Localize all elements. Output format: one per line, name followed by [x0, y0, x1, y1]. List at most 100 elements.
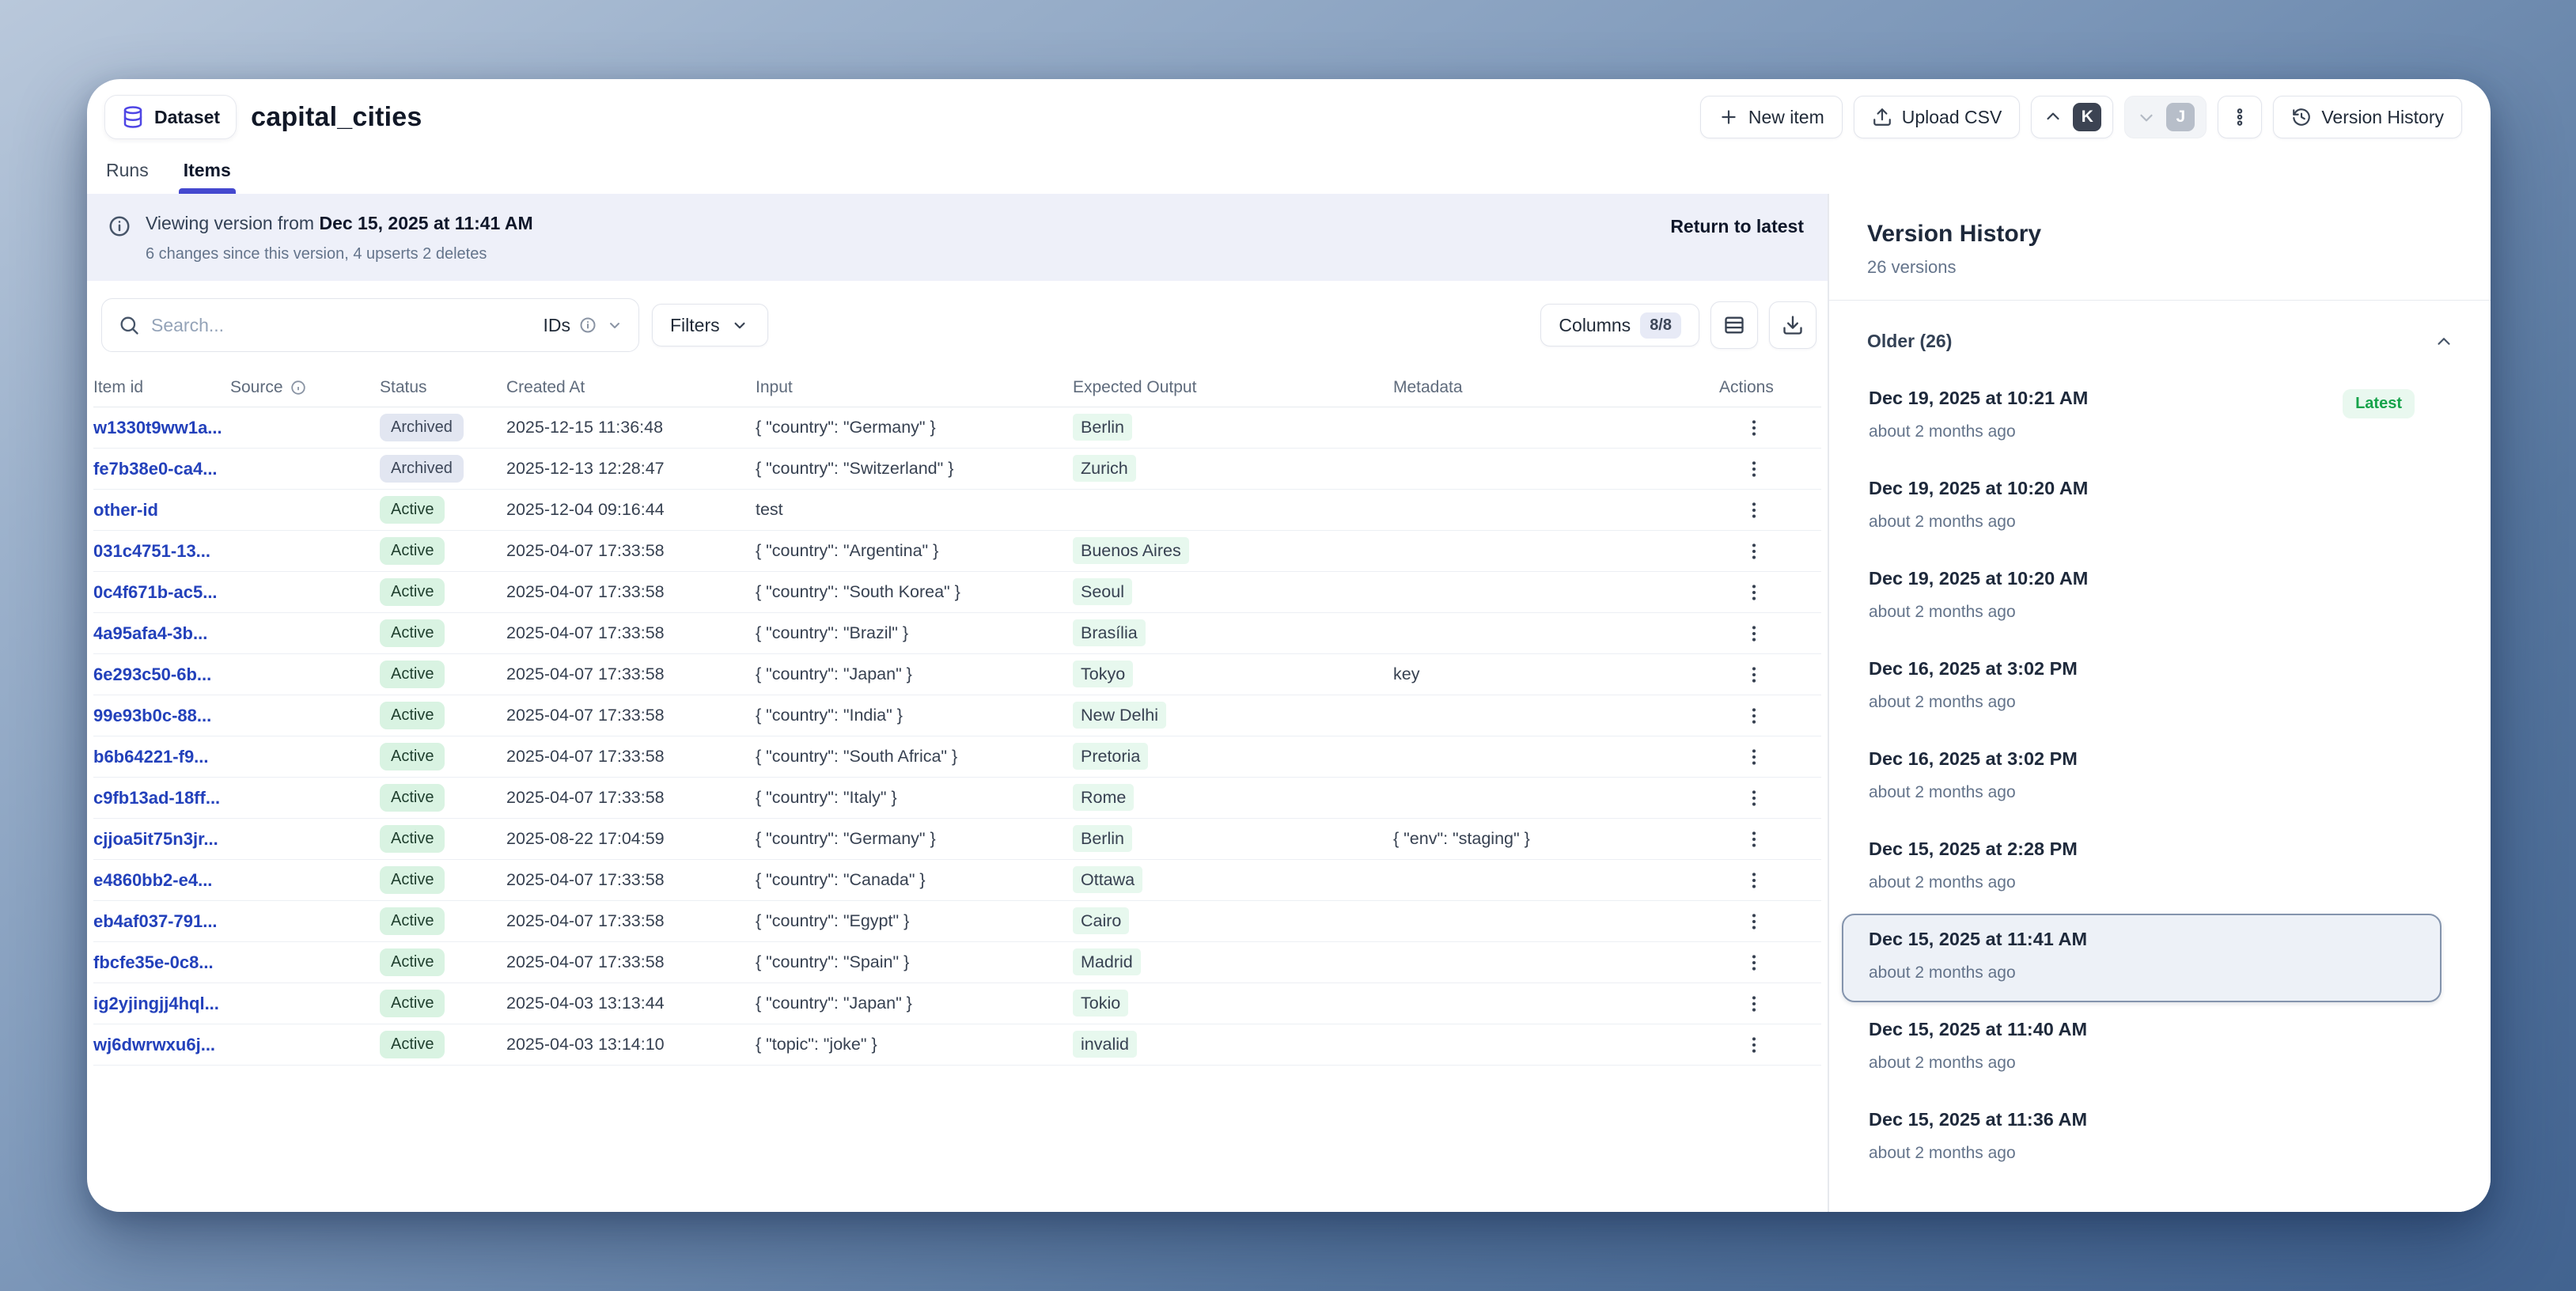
new-item-button[interactable]: New item — [1699, 96, 1843, 138]
expected-output-value: Madrid — [1073, 948, 1141, 975]
older-section-header[interactable]: Older (26) — [1829, 301, 2491, 373]
version-age: about 2 months ago — [1869, 513, 2016, 531]
new-item-label: New item — [1748, 106, 1824, 127]
table-row[interactable]: w1330t9ww1a... Archived 2025-12-15 11:36:4… — [93, 407, 1821, 449]
table-row[interactable]: 031c4751-13... Active 2025-04-07 17:33:58 {… — [93, 531, 1821, 572]
item-id-link[interactable]: other-id — [93, 499, 158, 520]
table-row[interactable]: wj6dwrwxu6j... Active 2025-04-03 13:14:10 {… — [93, 1024, 1821, 1066]
row-actions-button[interactable] — [1737, 822, 1771, 857]
search-mode-dropdown[interactable]: IDs — [544, 315, 625, 336]
version-item[interactable]: Dec 19, 2025 at 10:21 AM about 2 months a… — [1842, 373, 2442, 461]
item-id-link[interactable]: cjjoa5it75n3jr... — [93, 828, 218, 849]
version-date: Dec 15, 2025 at 11:40 AM — [1869, 1019, 2088, 1039]
table-row[interactable]: fe7b38e0-ca4... Archived 2025-12-13 12:28:… — [93, 449, 1821, 490]
tab-items[interactable]: Items — [178, 160, 236, 194]
cell-input: { "country": "Switzerland" } — [756, 459, 954, 478]
item-id-link[interactable]: 6e293c50-6b... — [93, 664, 212, 684]
item-id-link[interactable]: wj6dwrwxu6j... — [93, 1034, 216, 1054]
more-options-button[interactable] — [2218, 96, 2263, 138]
table-row[interactable]: other-id Active 2025-12-04 09:16:44 test — [93, 490, 1821, 531]
columns-button[interactable]: Columns 8/8 — [1540, 304, 1699, 346]
version-age: about 2 months ago — [1869, 964, 2016, 982]
table-row[interactable]: e4860bb2-e4... Active 2025-04-07 17:33:58 {… — [93, 860, 1821, 901]
item-id-link[interactable]: 4a95afa4-3b... — [93, 623, 208, 643]
table-row[interactable]: ig2yjingjj4hql... Active 2025-04-03 13:13:… — [93, 983, 1821, 1024]
row-actions-button[interactable] — [1737, 863, 1771, 898]
version-item[interactable]: Dec 19, 2025 at 10:20 AM about 2 months a… — [1842, 463, 2442, 551]
table-row[interactable]: 6e293c50-6b... Active 2025-04-07 17:33:58 {… — [93, 654, 1821, 695]
cell-created-at: 2025-04-07 17:33:58 — [506, 623, 665, 642]
row-height-button[interactable] — [1710, 301, 1758, 349]
row-actions-button[interactable] — [1737, 1028, 1771, 1062]
table-row[interactable]: fbcfe35e-0c8... Active 2025-04-07 17:33:58… — [93, 942, 1821, 983]
cell-expected-output: Cairo — [1073, 907, 1393, 934]
row-actions-button[interactable] — [1737, 904, 1771, 939]
cell-input: test — [756, 500, 783, 519]
row-actions-button[interactable] — [1737, 781, 1771, 816]
row-actions-button[interactable] — [1737, 945, 1771, 980]
row-actions-button[interactable] — [1737, 616, 1771, 651]
search-input[interactable] — [151, 314, 532, 336]
expected-output-value: New Delhi — [1073, 702, 1166, 729]
version-item[interactable]: Dec 16, 2025 at 3:02 PM about 2 months ag… — [1842, 643, 2442, 732]
download-button[interactable] — [1769, 301, 1816, 349]
row-actions-button[interactable] — [1737, 534, 1771, 569]
filters-button[interactable]: Filters — [652, 304, 768, 346]
version-item[interactable]: Dec 19, 2025 at 10:20 AM about 2 months a… — [1842, 553, 2442, 642]
version-item[interactable]: Dec 15, 2025 at 11:40 AM about 2 months a… — [1842, 1004, 2442, 1092]
item-id-link[interactable]: c9fb13ad-18ff... — [93, 787, 221, 808]
tab-runs[interactable]: Runs — [106, 160, 149, 180]
version-date: Dec 16, 2025 at 3:02 PM — [1869, 658, 2078, 679]
row-actions-button[interactable] — [1737, 452, 1771, 486]
row-actions-button[interactable] — [1737, 740, 1771, 774]
item-id-link[interactable]: e4860bb2-e4... — [93, 869, 213, 890]
table-row[interactable]: cjjoa5it75n3jr... Active 2025-08-22 17:04:… — [93, 819, 1821, 860]
row-actions-button[interactable] — [1737, 493, 1771, 528]
item-id-link[interactable]: fbcfe35e-0c8... — [93, 952, 214, 972]
item-id-link[interactable]: ig2yjingjj4hql... — [93, 993, 219, 1013]
row-actions-button[interactable] — [1737, 575, 1771, 610]
item-id-link[interactable]: 99e93b0c-88... — [93, 705, 212, 725]
cell-status: Archived — [380, 455, 506, 483]
row-actions-button[interactable] — [1737, 411, 1771, 445]
item-id-link[interactable]: fe7b38e0-ca4... — [93, 458, 218, 479]
version-item-text: Dec 16, 2025 at 3:02 PM about 2 months ag… — [1869, 748, 2078, 802]
user-j-menu-button[interactable]: J — [2124, 96, 2207, 138]
item-id-link[interactable]: 031c4751-13... — [93, 540, 211, 561]
viewing-version-prefix: Viewing version from — [146, 213, 320, 233]
version-item[interactable]: Dec 15, 2025 at 11:36 AM about 2 months a… — [1842, 1094, 2442, 1183]
version-date: Dec 16, 2025 at 3:02 PM — [1869, 748, 2078, 769]
user-k-menu-button[interactable]: K — [2031, 96, 2114, 138]
column-header-actions: Actions — [1719, 378, 1821, 397]
upload-csv-button[interactable]: Upload CSV — [1853, 96, 2021, 138]
version-item[interactable]: Dec 15, 2025 at 2:28 PM about 2 months ag… — [1842, 823, 2442, 912]
column-header-label: Item id — [93, 377, 144, 396]
cell-expected-output: Ottawa — [1073, 866, 1393, 893]
history-icon — [2293, 108, 2311, 126]
kebab-menu-icon — [1752, 419, 1756, 436]
version-item[interactable]: Dec 16, 2025 at 3:02 PM about 2 months ag… — [1842, 733, 2442, 822]
row-actions-button[interactable] — [1737, 986, 1771, 1021]
item-id-link[interactable]: w1330t9ww1a... — [93, 417, 222, 437]
version-item-selected[interactable]: Dec 15, 2025 at 11:41 AM about 2 months a… — [1842, 914, 2442, 1002]
item-id-link[interactable]: b6b64221-f9... — [93, 746, 209, 767]
kebab-menu-icon — [1752, 872, 1756, 888]
version-history-button[interactable]: Version History — [2273, 96, 2462, 138]
item-id-link[interactable]: 0c4f671b-ac5... — [93, 581, 218, 602]
cell-actions — [1719, 534, 1821, 569]
return-to-latest-link[interactable]: Return to latest — [1670, 216, 1804, 237]
viewing-version-text: Viewing version from Dec 15, 2025 at 11:… — [146, 213, 533, 234]
item-id-link[interactable]: eb4af037-791... — [93, 911, 218, 931]
column-header-label: Input — [756, 377, 793, 396]
table-row[interactable]: eb4af037-791... Active 2025-04-07 17:33:58… — [93, 901, 1821, 942]
row-actions-button[interactable] — [1737, 657, 1771, 692]
row-actions-button[interactable] — [1737, 699, 1771, 733]
table-row[interactable]: b6b64221-f9... Active 2025-04-07 17:33:58 {… — [93, 736, 1821, 778]
table-row[interactable]: 4a95afa4-3b... Active 2025-04-07 17:33:58 {… — [93, 613, 1821, 654]
table-row[interactable]: c9fb13ad-18ff... Active 2025-04-07 17:33:5… — [93, 778, 1821, 819]
changes-summary: 6 changes since this version, 4 upserts … — [146, 245, 487, 263]
table-row[interactable]: 0c4f671b-ac5... Active 2025-04-07 17:33:58… — [93, 572, 1821, 613]
cell-item-id: 6e293c50-6b... — [93, 664, 230, 685]
table-row[interactable]: 99e93b0c-88... Active 2025-04-07 17:33:58 {… — [93, 695, 1821, 736]
